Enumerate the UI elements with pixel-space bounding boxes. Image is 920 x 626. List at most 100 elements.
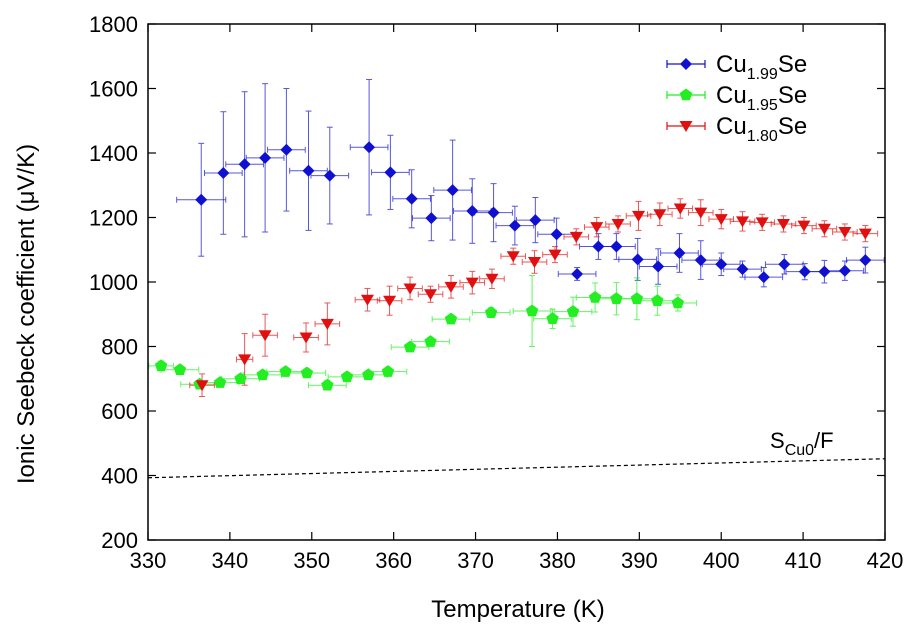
data-point-series-2 bbox=[525, 304, 539, 317]
y-tick-label: 800 bbox=[101, 335, 138, 360]
data-point-series-2 bbox=[610, 292, 623, 305]
data-point-series-3 bbox=[714, 214, 728, 226]
legend-label: Cu1.99Se bbox=[716, 51, 807, 83]
y-tick-label: 400 bbox=[101, 464, 138, 489]
data-point-series-1 bbox=[778, 258, 791, 271]
legend-label-sub: 1.80 bbox=[747, 128, 778, 145]
legend-marker bbox=[679, 121, 693, 132]
data-point-series-1 bbox=[425, 212, 438, 225]
x-tick-label: 360 bbox=[375, 548, 412, 573]
x-tick-label: 350 bbox=[293, 548, 330, 573]
legend-item-2: Cu1.95Se bbox=[666, 82, 807, 114]
axes: 330 340 350 360 370 380 390 400 410 420 200 400 600 8… bbox=[89, 12, 903, 573]
legend-label-tail: Se bbox=[778, 113, 807, 140]
data-point-series-1 bbox=[238, 158, 251, 171]
data-point-series-1 bbox=[446, 184, 459, 197]
legend-label-base: Cu bbox=[716, 82, 747, 109]
data-point-series-2 bbox=[588, 290, 602, 303]
data-point-series-2 bbox=[651, 294, 664, 306]
data-point-series-1 bbox=[487, 206, 500, 219]
data-point-series-2 bbox=[630, 292, 644, 305]
data-point-series-3 bbox=[299, 332, 313, 344]
reference-label-tail: /F bbox=[814, 428, 834, 453]
data-point-series-1 bbox=[715, 258, 728, 271]
reference-label-base: S bbox=[770, 428, 785, 453]
data-point-series-1 bbox=[405, 192, 418, 205]
data-point-series-1 bbox=[798, 265, 811, 278]
legend-item-1: Cu1.99Se bbox=[666, 51, 807, 83]
data-point-series-3 bbox=[548, 249, 562, 261]
data-point-series-2 bbox=[256, 368, 269, 381]
data-point-series-2 bbox=[362, 368, 375, 381]
data-point-series-2 bbox=[566, 305, 580, 317]
data-point-series-3 bbox=[258, 330, 272, 342]
data-point-series-2 bbox=[403, 340, 417, 353]
reference-label-sub: Cu0 bbox=[785, 442, 814, 459]
data-point-series-1 bbox=[550, 228, 563, 241]
y-tick-label: 1400 bbox=[89, 141, 138, 166]
x-tick-label: 390 bbox=[621, 548, 658, 573]
data-point-series-1 bbox=[610, 240, 623, 253]
data-point-series-1 bbox=[859, 254, 872, 267]
x-tick-label: 380 bbox=[539, 548, 576, 573]
data-point-series-1 bbox=[529, 214, 542, 227]
data-point-series-3 bbox=[653, 209, 667, 221]
y-tick-label: 200 bbox=[101, 528, 138, 553]
data-point-series-3 bbox=[673, 203, 687, 215]
data-point-series-3 bbox=[360, 294, 374, 306]
data-point-series-2 bbox=[300, 366, 314, 379]
y-tick-label: 600 bbox=[101, 399, 138, 424]
legend-label-tail: Se bbox=[778, 82, 807, 109]
reference-line-label: SCu0/F bbox=[770, 428, 834, 459]
data-point-series-3 bbox=[238, 354, 252, 366]
data-point-series-3 bbox=[403, 283, 417, 295]
data-point-series-3 bbox=[506, 251, 520, 263]
x-axis-title: Temperature (K) bbox=[431, 596, 604, 623]
data-point-series-1 bbox=[384, 166, 397, 179]
y-tick-label: 1600 bbox=[89, 77, 138, 102]
data-point-series-3 bbox=[776, 218, 790, 230]
data-point-series-1 bbox=[302, 164, 315, 177]
data-point-series-1 bbox=[838, 264, 851, 277]
data-point-series-1 bbox=[673, 246, 686, 259]
legend-label-sub: 1.95 bbox=[747, 97, 778, 114]
data-point-series-1 bbox=[818, 265, 831, 278]
x-tick-label: 330 bbox=[130, 548, 167, 573]
data-point-series-3 bbox=[444, 281, 458, 293]
data-point-series-1 bbox=[592, 240, 605, 253]
data-point-series-3 bbox=[838, 227, 852, 239]
legend-label-base: Cu bbox=[716, 51, 747, 78]
data-point-series-1 bbox=[323, 169, 336, 182]
data-point-series-1 bbox=[757, 271, 770, 284]
reference-line-layer: SCu0/F bbox=[147, 428, 886, 479]
data-point-series-2 bbox=[213, 376, 227, 388]
data-point-series-1 bbox=[280, 143, 293, 156]
data-point-series-2 bbox=[173, 363, 187, 375]
data-point-series-2 bbox=[671, 296, 684, 309]
data-point-series-1 bbox=[195, 193, 208, 206]
error-bar bbox=[252, 313, 278, 357]
x-tick-label: 400 bbox=[703, 548, 740, 573]
data-point-series-1 bbox=[508, 219, 521, 232]
data-point-series-3 bbox=[797, 220, 811, 232]
legend-marker bbox=[679, 88, 693, 101]
data-point-series-1 bbox=[631, 253, 644, 266]
data-point-series-3 bbox=[424, 289, 438, 301]
data-point-series-3 bbox=[195, 380, 209, 392]
data-point-series-2 bbox=[546, 312, 559, 325]
legend-label: Cu1.95Se bbox=[716, 82, 807, 114]
data-point-series-3 bbox=[528, 257, 542, 269]
y-tick-label: 1000 bbox=[89, 270, 138, 295]
data-point-series-1 bbox=[363, 141, 376, 154]
data-point-series-2 bbox=[321, 378, 334, 391]
data-point-series-2 bbox=[234, 372, 247, 385]
x-tick-label: 340 bbox=[212, 548, 249, 573]
data-point-series-3 bbox=[320, 318, 334, 330]
data-point-series-2 bbox=[424, 335, 437, 347]
reference-line bbox=[147, 458, 886, 479]
data-markers bbox=[154, 141, 872, 392]
data-point-series-1 bbox=[571, 267, 584, 280]
data-point-series-1 bbox=[652, 260, 665, 273]
